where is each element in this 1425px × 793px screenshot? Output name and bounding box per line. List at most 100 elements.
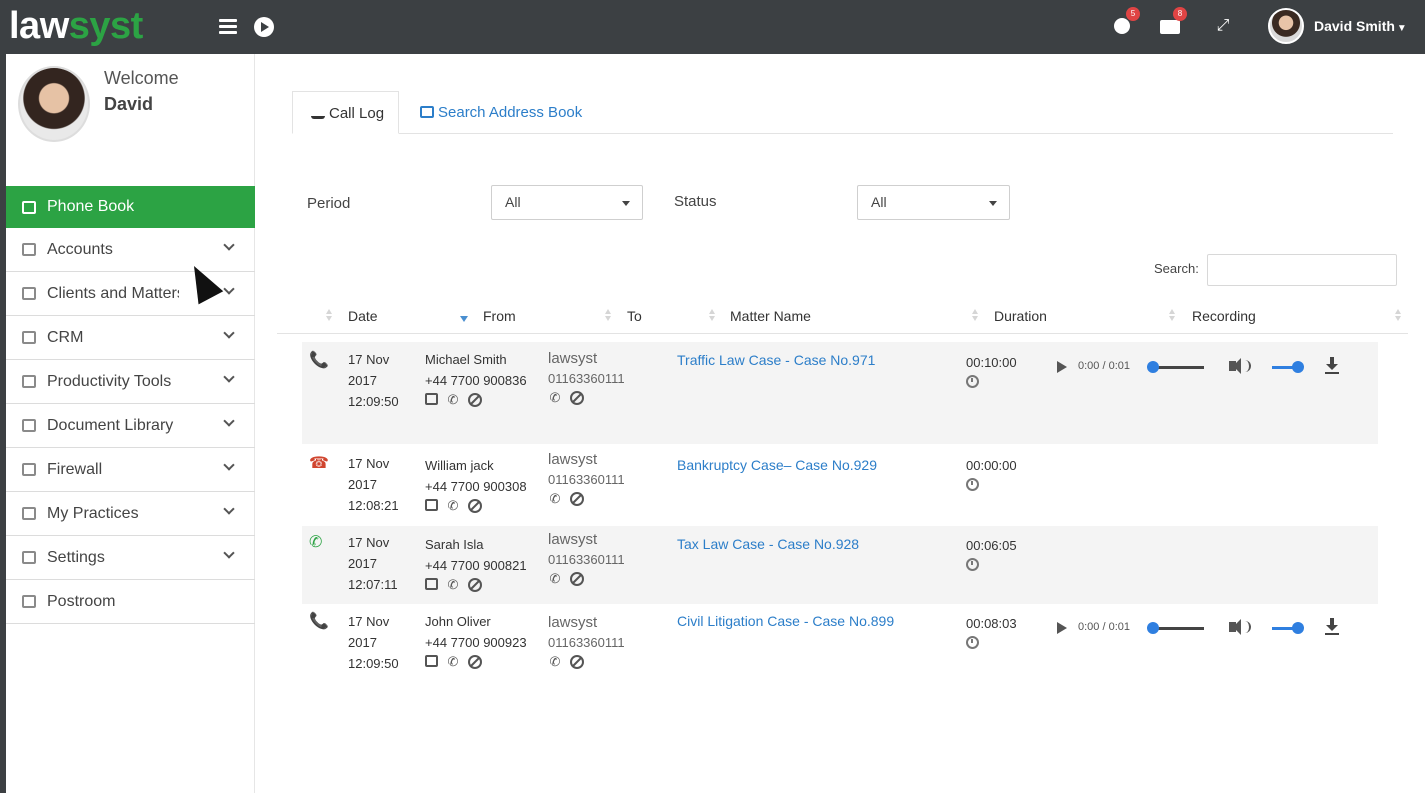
notifications-badge: 5 bbox=[1126, 7, 1140, 21]
tab-search-address-book[interactable]: Search Address Book bbox=[420, 91, 582, 134]
edit-icon bbox=[22, 463, 36, 476]
status-select[interactable]: All bbox=[857, 185, 1010, 220]
sort-icon[interactable] bbox=[709, 309, 715, 321]
col-header-from[interactable]: From bbox=[483, 308, 516, 324]
sort-icon[interactable] bbox=[1169, 309, 1175, 321]
sort-desc-icon[interactable] bbox=[460, 316, 468, 322]
duration-cell: 00:06:05 bbox=[966, 535, 1017, 577]
block-icon[interactable] bbox=[570, 492, 584, 506]
missed-call-icon: ☎ bbox=[309, 455, 329, 472]
phone-icon[interactable]: ✆ bbox=[447, 577, 459, 592]
play-circle-icon[interactable] bbox=[254, 17, 274, 37]
col-header-recording[interactable]: Recording bbox=[1192, 308, 1256, 324]
phone-icon[interactable]: ✆ bbox=[549, 654, 561, 669]
search-input[interactable] bbox=[1207, 254, 1397, 286]
sort-icon[interactable] bbox=[1395, 309, 1401, 321]
volume-track[interactable] bbox=[1272, 627, 1300, 630]
period-select[interactable]: All bbox=[491, 185, 643, 220]
sort-icon[interactable] bbox=[972, 309, 978, 321]
block-icon[interactable] bbox=[570, 391, 584, 405]
edit-icon[interactable] bbox=[425, 655, 438, 667]
from-name: Sarah Isla bbox=[425, 537, 484, 552]
col-header-date[interactable]: Date bbox=[348, 308, 378, 324]
block-icon[interactable] bbox=[570, 655, 584, 669]
date-time: 12:09:50 bbox=[348, 656, 399, 671]
play-icon[interactable] bbox=[1057, 361, 1067, 373]
edit-icon[interactable] bbox=[425, 578, 438, 590]
status-label: Status bbox=[674, 193, 717, 210]
users-icon bbox=[311, 107, 325, 119]
from-phone: +44 7700 900821 bbox=[425, 558, 527, 573]
phone-icon[interactable]: ✆ bbox=[549, 571, 561, 586]
welcome-text: Welcome bbox=[104, 68, 179, 88]
send-icon bbox=[22, 551, 36, 564]
sidebar-item-phone-book[interactable]: Phone Book bbox=[6, 186, 255, 228]
sort-icon[interactable] bbox=[605, 309, 611, 321]
block-icon[interactable] bbox=[468, 655, 482, 669]
download-icon[interactable] bbox=[1325, 618, 1339, 636]
user-menu[interactable]: David Smith ▼ bbox=[1314, 18, 1407, 34]
sidebar-item-document-library[interactable]: Document Library bbox=[6, 404, 255, 448]
lawsyst-logo[interactable]: lawsyst bbox=[9, 4, 143, 48]
sidebar-item-clients-and-matters[interactable]: Clients and Matters bbox=[6, 272, 255, 316]
volume-icon[interactable] bbox=[1229, 358, 1241, 374]
sort-icon[interactable] bbox=[326, 309, 332, 321]
block-icon[interactable] bbox=[468, 393, 482, 407]
volume-handle[interactable] bbox=[1292, 361, 1304, 373]
matter-link[interactable]: Traffic Law Case - Case No.971 bbox=[677, 352, 876, 368]
volume-handle[interactable] bbox=[1292, 622, 1304, 634]
date-year: 2017 bbox=[348, 373, 377, 388]
from-phone: +44 7700 900923 bbox=[425, 635, 527, 650]
col-header-matter-name[interactable]: Matter Name bbox=[730, 308, 811, 324]
play-icon[interactable] bbox=[1057, 622, 1067, 634]
sidebar-item-my-practices[interactable]: My Practices bbox=[6, 492, 255, 536]
table-row: 📞 17 Nov 2017 12:09:50 John Oliver +44 7… bbox=[302, 604, 1378, 688]
tab-call-log[interactable]: Call Log bbox=[292, 91, 399, 134]
top-user-avatar[interactable] bbox=[1268, 8, 1304, 44]
edit-icon[interactable] bbox=[425, 499, 438, 511]
volume-track[interactable] bbox=[1272, 366, 1300, 369]
sidebar-item-crm[interactable]: CRM bbox=[6, 316, 255, 360]
hamburger-menu-icon[interactable] bbox=[219, 19, 237, 35]
sidebar-item-firewall[interactable]: Firewall bbox=[6, 448, 255, 492]
from-phone: +44 7700 900308 bbox=[425, 479, 527, 494]
progress-handle[interactable] bbox=[1147, 622, 1159, 634]
phone-icon[interactable]: ✆ bbox=[549, 390, 561, 405]
audio-player: 0:00 / 0:01 bbox=[1057, 357, 1342, 377]
col-header-to[interactable]: To bbox=[627, 308, 642, 324]
chevron-down-icon bbox=[223, 415, 235, 427]
block-icon[interactable] bbox=[468, 578, 482, 592]
phone-icon[interactable]: ✆ bbox=[447, 392, 459, 407]
phone-icon[interactable]: ✆ bbox=[447, 654, 459, 669]
date-cell: 17 Nov 2017 12:09:50 bbox=[348, 611, 399, 674]
chevron-down-icon bbox=[223, 283, 235, 295]
col-header-duration[interactable]: Duration bbox=[994, 308, 1047, 324]
sidebar-item-settings[interactable]: Settings bbox=[6, 536, 255, 580]
sidebar-item-label: Firewall bbox=[47, 460, 103, 478]
matter-link[interactable]: Tax Law Case - Case No.928 bbox=[677, 536, 860, 552]
edit-icon[interactable] bbox=[425, 393, 438, 405]
date-cell: 17 Nov 2017 12:08:21 bbox=[348, 453, 399, 516]
block-icon[interactable] bbox=[468, 499, 482, 513]
block-icon[interactable] bbox=[570, 572, 584, 586]
matter-link[interactable]: Civil Litigation Case - Case No.899 bbox=[677, 613, 895, 629]
profile-avatar bbox=[18, 66, 90, 142]
messages-envelope-icon[interactable]: 8 bbox=[1159, 7, 1187, 37]
progress-track[interactable] bbox=[1149, 627, 1204, 630]
fullscreen-expand-icon[interactable]: ⤢ bbox=[1216, 17, 1230, 34]
volume-icon[interactable] bbox=[1229, 619, 1241, 635]
progress-track[interactable] bbox=[1149, 366, 1204, 369]
sidebar-item-label: Phone Book bbox=[47, 198, 135, 215]
sidebar-item-productivity-tools[interactable]: Productivity Tools bbox=[6, 360, 255, 404]
matter-link[interactable]: Bankruptcy Case– Case No.929 bbox=[677, 457, 877, 473]
phone-icon[interactable]: ✆ bbox=[447, 498, 459, 513]
sidebar-item-accounts[interactable]: Accounts bbox=[6, 228, 255, 272]
sidebar-item-postroom[interactable]: Postroom bbox=[6, 580, 255, 624]
notifications-globe-icon[interactable]: 5 bbox=[1112, 7, 1140, 37]
download-icon[interactable] bbox=[1325, 357, 1339, 375]
duration-value: 00:10:00 bbox=[966, 355, 1017, 370]
phone-icon[interactable]: ✆ bbox=[549, 491, 561, 506]
date-time: 12:08:21 bbox=[348, 498, 399, 513]
incoming-call-icon: 📞 bbox=[309, 352, 329, 369]
progress-handle[interactable] bbox=[1147, 361, 1159, 373]
